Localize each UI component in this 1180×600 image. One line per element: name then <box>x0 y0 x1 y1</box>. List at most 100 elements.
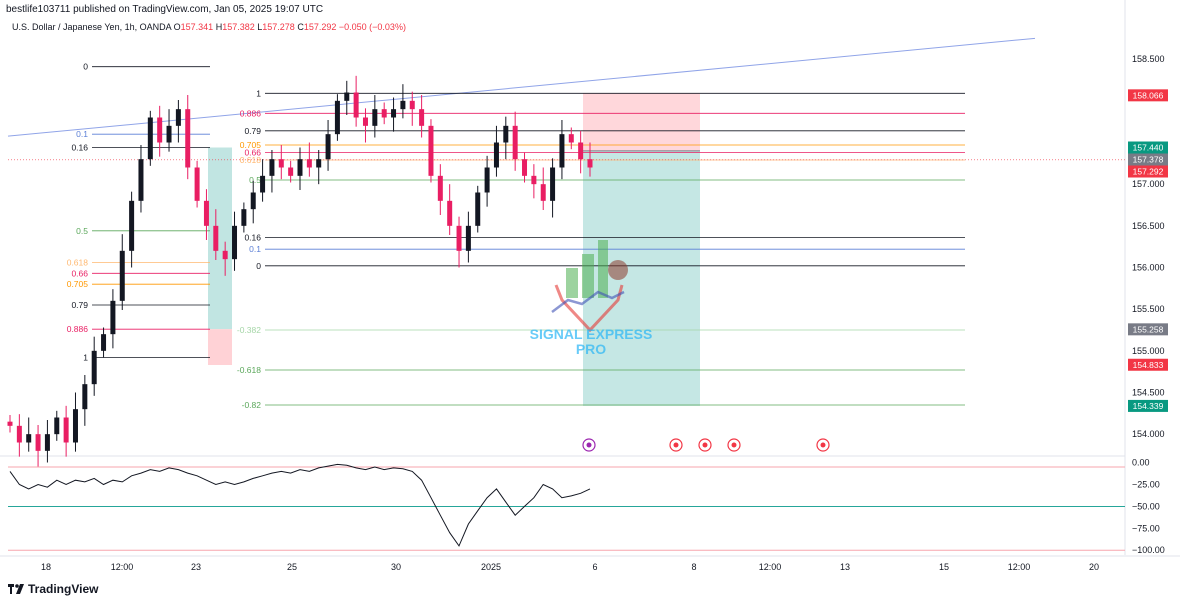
candle-body <box>334 100 340 135</box>
candle-body <box>372 109 378 126</box>
fib-right-label: -0.382 <box>237 325 261 335</box>
candle-body <box>400 100 406 110</box>
price-chart[interactable]: 158.500 157.000 156.500 156.000 155.500 155.0… <box>0 0 1180 580</box>
candle-body <box>138 159 144 201</box>
candle-body <box>568 134 574 143</box>
left-stop-zone <box>208 329 232 365</box>
candle-body <box>437 175 443 201</box>
candle-body <box>119 250 125 301</box>
fib-left-label: 0.66 <box>71 268 88 278</box>
price-tag <box>1128 165 1168 178</box>
fib-right-label: 0.66 <box>244 148 261 158</box>
candle-body <box>531 175 537 185</box>
candle-body <box>344 92 350 101</box>
fib-left-label: 0.16 <box>71 143 88 153</box>
time-tick-label: 23 <box>191 562 201 572</box>
price-change: −0.050 (−0.03%) <box>338 22 406 32</box>
footer-brand: TradingView <box>28 582 99 596</box>
candle-body <box>260 175 266 193</box>
price-tag <box>1128 141 1168 154</box>
candle-body <box>147 117 153 160</box>
candle-body <box>447 200 453 226</box>
rsi-tick-label: −50.00 <box>1132 501 1160 511</box>
candle-body <box>362 117 368 126</box>
watermark-bar-icon <box>582 254 594 298</box>
price-tick-label: 154.000 <box>1132 429 1165 439</box>
symbol-title: U.S. Dollar / Japanese Yen, 1h, OANDA <box>12 22 172 32</box>
time-tick-label: 20 <box>1089 562 1099 572</box>
publish-info: bestlife103711 published on TradingView.… <box>6 4 324 15</box>
fib-left-label: 1 <box>83 353 88 363</box>
candle-body <box>428 125 434 176</box>
left-target-zone <box>208 147 232 330</box>
candle-body <box>16 425 22 443</box>
candle-body <box>540 184 546 201</box>
candle-body <box>241 209 247 226</box>
watermark-title: SIGNAL EXPRESS <box>530 326 653 342</box>
candle-body <box>316 159 322 168</box>
price-tag-label: 155.258 <box>1133 324 1164 334</box>
fib-right-label: 0.618 <box>240 155 262 165</box>
lightning-icon-dot <box>586 442 592 448</box>
price-tag-label: 154.339 <box>1133 401 1164 411</box>
time-tick-label: 6 <box>592 562 597 572</box>
fib-right-label: 0.1 <box>249 244 261 254</box>
price-tick-label: 155.500 <box>1132 304 1165 314</box>
candle-body <box>465 225 471 251</box>
price-tag-label: 157.378 <box>1133 155 1164 165</box>
candle-body <box>82 384 88 410</box>
ohlc-high-label: H <box>215 22 223 32</box>
price-tag <box>1128 358 1168 371</box>
candle-body <box>213 225 219 251</box>
candle-body <box>7 421 13 426</box>
fib-left-label: 0.5 <box>76 226 88 236</box>
rsi-tick-label: 0.00 <box>1132 458 1150 468</box>
fib-left-label: 0.79 <box>71 300 88 310</box>
candle-body <box>166 125 172 143</box>
candle-body <box>44 434 50 451</box>
time-tick-label: 30 <box>391 562 401 572</box>
candle-body <box>297 159 303 176</box>
ohlc-high: 157.382 <box>222 22 255 32</box>
candle-body <box>325 134 331 160</box>
candle-body <box>306 159 312 168</box>
watermark-bar-icon <box>566 268 578 298</box>
candle-body <box>175 109 181 126</box>
ohlc-low-label: L <box>257 22 263 32</box>
candle-body <box>278 159 284 168</box>
us-flag-icon-dot <box>673 442 679 448</box>
fib-right-label: 0.16 <box>244 233 261 243</box>
fib-right-label: 1 <box>256 88 261 98</box>
footer: TradingView <box>8 582 98 596</box>
time-tick-label: 12:00 <box>1008 562 1031 572</box>
price-tick-label: 154.500 <box>1132 388 1165 398</box>
candle-body <box>484 167 490 193</box>
candle-body <box>232 225 238 260</box>
candle-body <box>269 159 275 176</box>
candle-body <box>522 159 528 176</box>
candle-body <box>550 167 556 201</box>
price-tag <box>1128 89 1168 102</box>
time-tick-label: 2025 <box>481 562 501 572</box>
candle-body <box>157 117 163 143</box>
candle-body <box>54 417 60 435</box>
record-icon-dot <box>702 442 708 448</box>
us-flag-icon-dot <box>731 442 737 448</box>
candle-body <box>194 167 200 201</box>
watermark-bull-icon <box>608 260 628 280</box>
fib-left-label: 0.705 <box>67 279 89 289</box>
candle-body <box>391 109 397 118</box>
candle-body <box>503 125 509 143</box>
candle-body <box>250 192 256 210</box>
us-flag-icon-dot <box>820 442 826 448</box>
fib-right-label: 0.5 <box>249 175 261 185</box>
price-tag <box>1128 153 1168 166</box>
candle-body <box>587 159 593 168</box>
fib-left-label: 0.618 <box>67 258 89 268</box>
candle-body <box>35 434 41 451</box>
price-tick-label: 158.500 <box>1132 54 1165 64</box>
rsi-line <box>9 463 591 547</box>
time-tick-label: 25 <box>287 562 297 572</box>
fib-left-label: 0.886 <box>67 324 89 334</box>
candle-body <box>91 350 97 385</box>
